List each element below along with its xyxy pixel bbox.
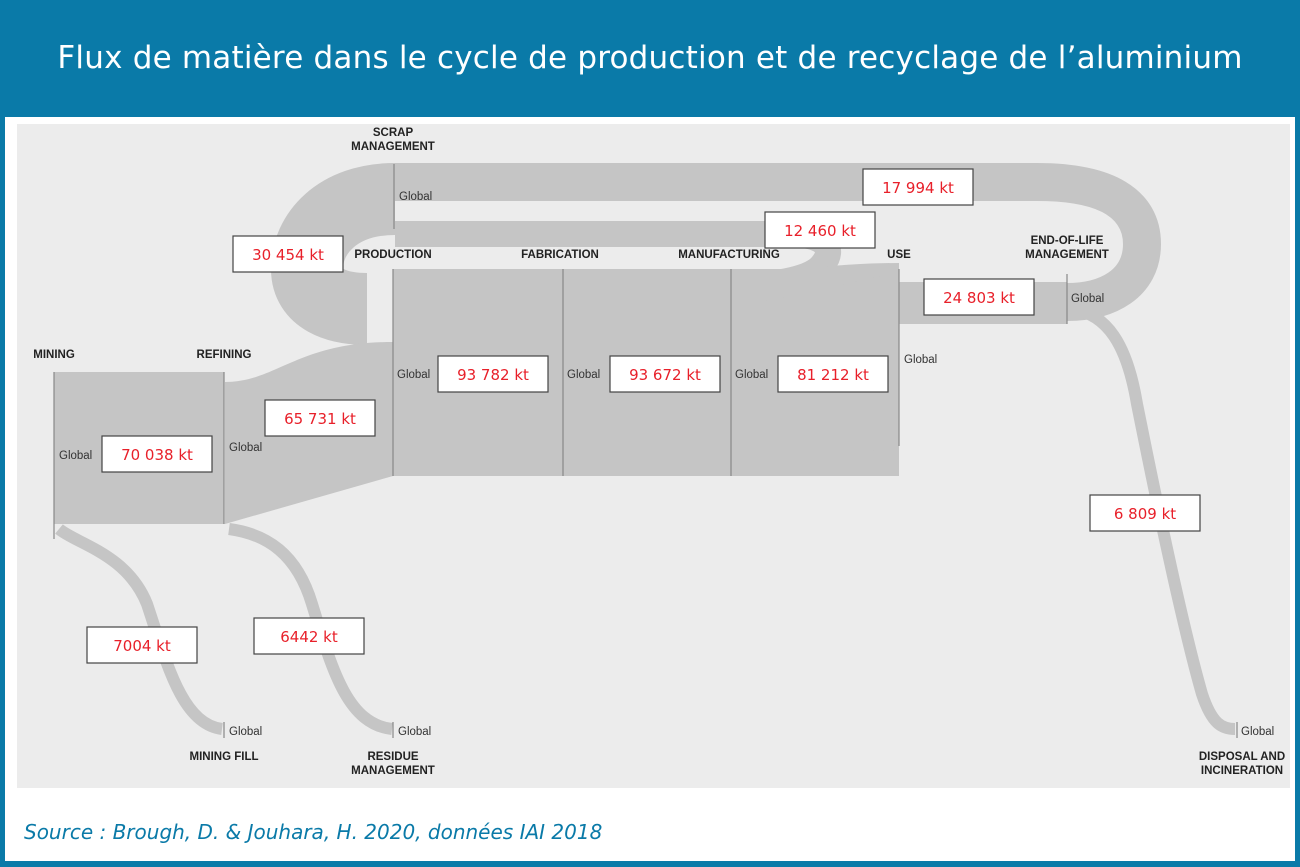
source-caption: Source : Brough, D. & Jouhara, H. 2020, … xyxy=(24,820,603,844)
global-eol: Global xyxy=(1071,293,1104,305)
header: Flux de matière dans le cycle de product… xyxy=(0,0,1300,115)
value-use: 24 803 kt xyxy=(943,289,1015,307)
value-scrap-production: 30 454 kt xyxy=(252,246,324,264)
flow-residue xyxy=(228,523,394,735)
value-box-refining: 65 731 kt xyxy=(264,399,376,437)
value-mining: 70 038 kt xyxy=(121,446,193,464)
global-fabrication: Global xyxy=(567,369,600,381)
value-box-new-scrap: 12 460 kt xyxy=(764,211,876,249)
label-disposal-1: DISPOSAL AND xyxy=(1199,751,1285,763)
global-mining: Global xyxy=(59,450,92,462)
label-fabrication: FABRICATION xyxy=(521,249,599,261)
global-manufacturing: Global xyxy=(735,369,768,381)
value-box-old-scrap: 17 994 kt xyxy=(862,168,974,206)
value-refining: 65 731 kt xyxy=(284,410,356,428)
global-scrap: Global xyxy=(399,191,432,203)
label-mining-fill: MINING FILL xyxy=(190,751,259,763)
label-use: USE xyxy=(887,249,911,261)
value-manufacturing: 81 212 kt xyxy=(797,366,869,384)
value-production: 93 782 kt xyxy=(457,366,529,384)
global-mining-fill: Global xyxy=(229,726,262,738)
label-refining: REFINING xyxy=(197,349,252,361)
value-residue: 6442 kt xyxy=(280,628,338,646)
label-production: PRODUCTION xyxy=(354,249,431,261)
value-box-production: 93 782 kt xyxy=(437,355,549,393)
label-mining: MINING xyxy=(33,349,75,361)
label-residue-1: RESIDUE xyxy=(367,751,418,763)
global-production: Global xyxy=(397,369,430,381)
page-title: Flux de matière dans le cycle de product… xyxy=(57,39,1243,76)
label-scrap-2: MANAGEMENT xyxy=(351,141,435,153)
value-box-use: 24 803 kt xyxy=(923,278,1035,316)
label-eol-1: END-OF-LIFE xyxy=(1031,235,1104,247)
global-refining: Global xyxy=(229,442,262,454)
global-residue: Global xyxy=(398,726,431,738)
sankey-diagram: SCRAP MANAGEMENT PRODUCTION FABRICATION … xyxy=(17,124,1290,788)
value-fabrication: 93 672 kt xyxy=(629,366,701,384)
value-box-residue: 6442 kt xyxy=(253,617,365,655)
flow-mining-fill xyxy=(55,524,224,735)
value-box-manufacturing: 81 212 kt xyxy=(777,355,889,393)
label-manufacturing: MANUFACTURING xyxy=(678,249,780,261)
value-mining-fill: 7004 kt xyxy=(113,637,171,655)
value-disposal: 6 809 kt xyxy=(1114,505,1176,523)
value-box-scrap-production: 30 454 kt xyxy=(232,235,344,273)
global-disposal: Global xyxy=(1241,726,1274,738)
value-box-fabrication: 93 672 kt xyxy=(609,355,721,393)
flow-old-scrap xyxy=(395,163,1162,321)
content-panel: SCRAP MANAGEMENT PRODUCTION FABRICATION … xyxy=(5,117,1295,861)
label-scrap-1: SCRAP xyxy=(373,127,414,139)
label-eol-2: MANAGEMENT xyxy=(1025,249,1109,261)
value-box-mining-fill: 7004 kt xyxy=(86,626,198,664)
label-disposal-2: INCINERATION xyxy=(1201,765,1283,777)
global-use: Global xyxy=(904,354,937,366)
value-old-scrap: 17 994 kt xyxy=(882,179,954,197)
value-box-mining: 70 038 kt xyxy=(101,435,213,473)
sankey-svg: SCRAP MANAGEMENT PRODUCTION FABRICATION … xyxy=(33,127,1285,777)
value-box-disposal: 6 809 kt xyxy=(1089,494,1201,532)
label-residue-2: MANAGEMENT xyxy=(351,765,435,777)
value-new-scrap: 12 460 kt xyxy=(784,222,856,240)
